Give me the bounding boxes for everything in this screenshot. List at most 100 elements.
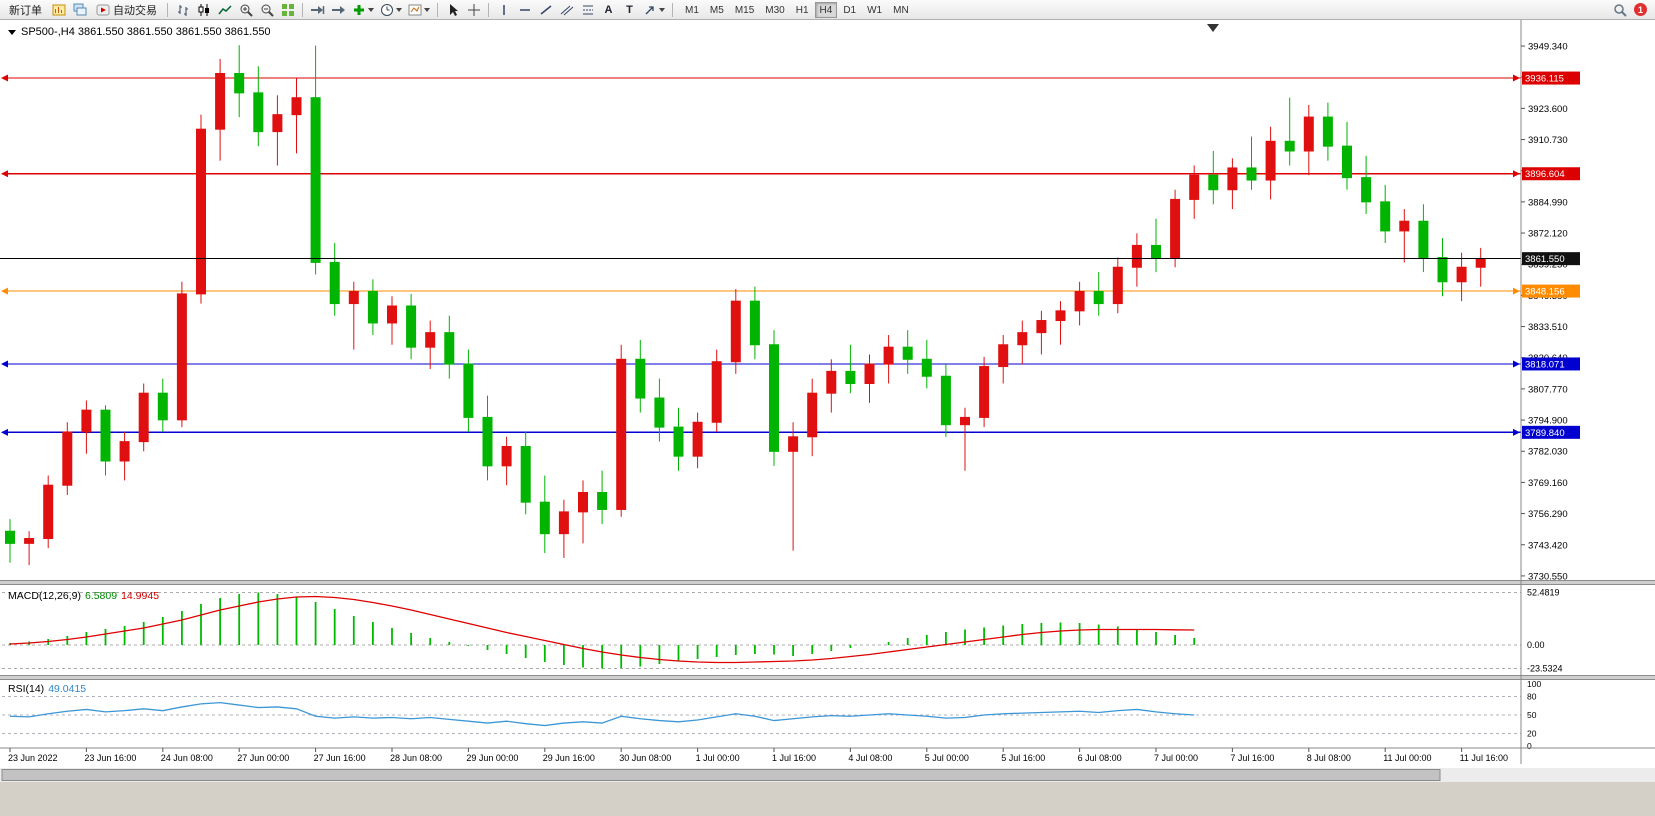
periods-button[interactable]: [378, 1, 404, 19]
tile-windows-button[interactable]: [278, 1, 297, 19]
candle-body: [1131, 244, 1142, 268]
candle-body: [826, 370, 837, 394]
main-toolbar: 新订单 自动交易: [0, 0, 1655, 20]
new-order-button[interactable]: 新订单: [4, 1, 47, 19]
candle-body: [979, 366, 990, 418]
y-tick-label: 3756.290: [1528, 509, 1568, 520]
line-right-arrow-icon: [1513, 360, 1520, 368]
y-tick-label: 3730.550: [1528, 571, 1568, 582]
timeframe-button-M15[interactable]: M15: [734, 4, 755, 16]
candle-body: [81, 409, 92, 433]
toolbar-separator: [302, 2, 303, 17]
arrows-tool-button[interactable]: [641, 1, 667, 19]
pane-separator[interactable]: [0, 675, 1655, 680]
timeframe-button-MN[interactable]: MN: [893, 4, 909, 16]
line-chart-button[interactable]: [215, 1, 234, 19]
timeframe-button-H4[interactable]: H4: [814, 1, 838, 18]
x-tick-label: 7 Jul 16:00: [1230, 753, 1274, 763]
candle-body: [1265, 140, 1276, 181]
notification-badge[interactable]: 1: [1634, 3, 1647, 16]
zoom-in-button[interactable]: [236, 1, 255, 19]
vertical-line-tool-button[interactable]: [494, 1, 513, 19]
add-indicator-button[interactable]: [350, 1, 376, 19]
trendline-icon: [540, 4, 551, 15]
candle-body: [1380, 201, 1391, 232]
auto-scroll-button[interactable]: [329, 1, 348, 19]
chart-canvas[interactable]: 52.4819 0.00 -23.5324 100 80 50 20 0 3949.340 393…: [0, 20, 1655, 816]
price-level-badge-label: 3896.604: [1525, 169, 1565, 180]
y-tick-label: 3807.770: [1528, 384, 1568, 395]
search-icon[interactable]: [1613, 3, 1627, 17]
x-tick-label: 1 Jul 00:00: [696, 753, 740, 763]
candle-body: [1361, 177, 1372, 203]
timeframe-button-W1[interactable]: W1: [867, 4, 883, 16]
candle-body: [387, 305, 397, 324]
arrow-tool-icon: [645, 5, 654, 14]
template-button[interactable]: [406, 1, 432, 19]
candle-body: [1055, 310, 1066, 322]
new-chart-button[interactable]: [49, 1, 68, 19]
profiles-button[interactable]: [70, 1, 89, 19]
y-tick-label: 3949.340: [1528, 42, 1568, 53]
auto-trading-label: 自动交易: [113, 4, 157, 17]
chevron-down-icon: [659, 7, 665, 12]
timeframe-button-M5[interactable]: M5: [709, 4, 724, 16]
x-tick-label: 29 Jun 00:00: [466, 753, 518, 763]
toolbar-separator: [167, 2, 168, 17]
candle-body: [616, 358, 627, 510]
candle-body: [1227, 167, 1238, 191]
candle-body: [1189, 174, 1200, 200]
x-tick-label: 11 Jul 00:00: [1383, 753, 1431, 763]
candle-body: [578, 491, 588, 513]
scrollbar-thumb[interactable]: [1, 769, 1441, 781]
line-left-arrow-icon: [1, 428, 8, 436]
x-tick-label: 6 Jul 08:00: [1078, 753, 1122, 763]
y-tick-label: 3923.600: [1528, 104, 1568, 115]
price-level-badge-label: 3789.840: [1525, 428, 1565, 439]
price-level-badge-label: 3818.071: [1525, 359, 1565, 370]
candle-body: [119, 441, 130, 462]
y-tick-label: 3872.120: [1528, 229, 1568, 240]
candle-body: [1322, 116, 1333, 147]
chart-top-marker-icon: [1207, 24, 1219, 32]
x-tick-label: 11 Jul 16:00: [1460, 753, 1508, 763]
auto-trading-button[interactable]: 自动交易: [91, 1, 162, 19]
timeframe-button-D1[interactable]: D1: [843, 4, 857, 16]
x-tick-label: 24 Jun 08:00: [161, 753, 213, 763]
chart-symbol-ohlc: SP500-,H4 3861.550 3861.550 3861.550 386…: [8, 26, 271, 38]
label-tool-button[interactable]: T: [620, 1, 639, 19]
candle-body: [749, 300, 760, 346]
chart-list-caret-icon[interactable]: [8, 29, 16, 35]
new-order-label: 新订单: [9, 4, 42, 17]
text-tool-button[interactable]: A: [599, 1, 618, 19]
toolbar-right-group: 1: [1613, 3, 1651, 17]
horizontal-line-tool-button[interactable]: [515, 1, 534, 19]
trendline-tool-button[interactable]: [536, 1, 555, 19]
chevron-down-icon: [396, 7, 402, 12]
candle-body: [1151, 244, 1161, 259]
bar-chart-button[interactable]: [173, 1, 192, 19]
candle-body: [24, 538, 35, 544]
candle-body: [501, 445, 512, 467]
cursor-tool-button[interactable]: [443, 1, 462, 19]
x-tick-label: 30 Jun 08:00: [619, 753, 671, 763]
timeframe-button-M1[interactable]: M1: [685, 4, 699, 16]
zoom-out-button[interactable]: [257, 1, 276, 19]
candle-body: [1399, 220, 1410, 232]
candlestick-chart-button[interactable]: [194, 1, 213, 19]
crosshair-tool-button[interactable]: [464, 1, 483, 19]
rsi-name: RSI(14): [8, 683, 45, 695]
pane-separator[interactable]: [0, 580, 1655, 585]
scroll-to-end-button[interactable]: [308, 1, 327, 19]
candle-body: [43, 484, 54, 540]
timeframe-button-H1[interactable]: H1: [795, 4, 809, 16]
x-tick-label: 5 Jul 16:00: [1001, 753, 1045, 763]
x-tick-label: 4 Jul 08:00: [848, 753, 892, 763]
fibonacci-tool-button[interactable]: [578, 1, 597, 19]
timeframe-button-M30[interactable]: M30: [765, 4, 785, 16]
channel-tool-button[interactable]: [557, 1, 576, 19]
candle-body: [902, 346, 913, 360]
line-chart-icon: [217, 4, 232, 14]
candle-body: [558, 511, 569, 535]
label-tool-icon: T: [626, 3, 633, 16]
